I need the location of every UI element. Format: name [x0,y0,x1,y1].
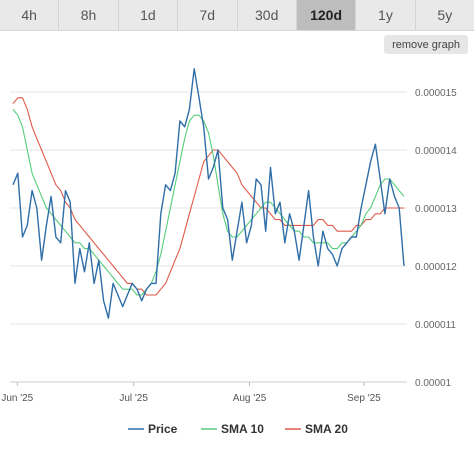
remove-graph-button[interactable]: remove graph [384,35,468,54]
x-tick-label: Jun '25 [1,393,33,404]
tab-1y[interactable]: 1y [356,0,416,30]
series-line-sma-10 [12,109,405,296]
series-line-sma-20 [12,97,404,296]
tab-1d[interactable]: 1d [119,0,179,30]
x-tick-label: Jul '25 [119,393,148,404]
tab-5y[interactable]: 5y [437,7,453,23]
legend-label: SMA 20 [305,422,348,436]
tab-30d[interactable]: 30d [238,0,297,30]
y-tick-label: 0.000013 [415,204,457,215]
legend-label: Price [148,422,178,436]
y-tick-label: 0.000015 [415,88,457,99]
tab-4h[interactable]: 4h [0,0,60,30]
series-line-price [12,68,405,319]
tab-8h[interactable]: 8h [59,0,119,30]
y-tick-label: 0.00001 [415,378,452,389]
y-tick-label: 0.000012 [415,262,457,273]
y-tick-label: 0.000011 [415,320,456,331]
x-tick-label: Sep '25 [347,393,381,404]
tab-7d[interactable]: 7d [178,0,238,30]
legend-label: SMA 10 [221,422,264,436]
x-tick-label: Aug '25 [233,393,267,404]
y-tick-label: 0.000014 [415,146,457,157]
time-range-tabs: 4h 8h 1d 7d 30d 120d 1y 5y [0,0,474,31]
tab-120d[interactable]: 120d [296,0,357,30]
